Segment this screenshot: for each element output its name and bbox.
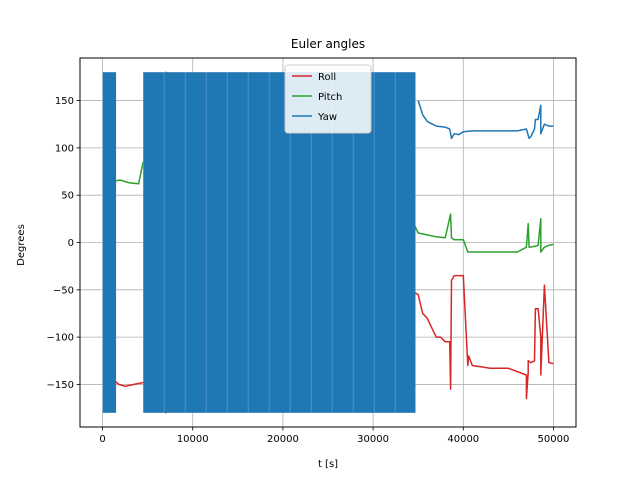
legend: Roll Pitch Yaw	[284, 64, 372, 134]
x-axis-ticks: 0 10000 20000 30000 40000 50000	[99, 427, 569, 445]
x-tick-label: 50000	[538, 434, 570, 445]
x-axis-label: t [s]	[318, 459, 338, 470]
y-tick-label: −100	[47, 333, 74, 344]
x-tick-label: 10000	[177, 434, 209, 445]
x-tick-label: 20000	[267, 434, 299, 445]
series-yaw-dense-region	[102, 72, 117, 413]
x-tick-label: 0	[99, 434, 105, 445]
legend-label-yaw: Yaw	[317, 112, 337, 123]
legend-label-pitch: Pitch	[318, 92, 342, 103]
y-axis-ticks: −150 −100 −50 0 50 100 150	[47, 96, 80, 391]
y-tick-label: 50	[61, 191, 74, 202]
x-tick-label: 30000	[357, 434, 389, 445]
legend-label-roll: Roll	[318, 72, 336, 83]
y-tick-label: −50	[53, 285, 74, 296]
series-yaw-dense-region	[143, 72, 416, 413]
y-axis-label: Degrees	[16, 224, 27, 266]
series-yaw-line	[417, 100, 554, 140]
y-tick-label: −150	[47, 380, 74, 391]
y-tick-label: 150	[55, 96, 74, 107]
chart-title: Euler angles	[291, 37, 365, 51]
x-tick-label: 40000	[447, 434, 479, 445]
y-tick-label: 100	[55, 143, 74, 154]
y-tick-label: 0	[68, 238, 74, 249]
